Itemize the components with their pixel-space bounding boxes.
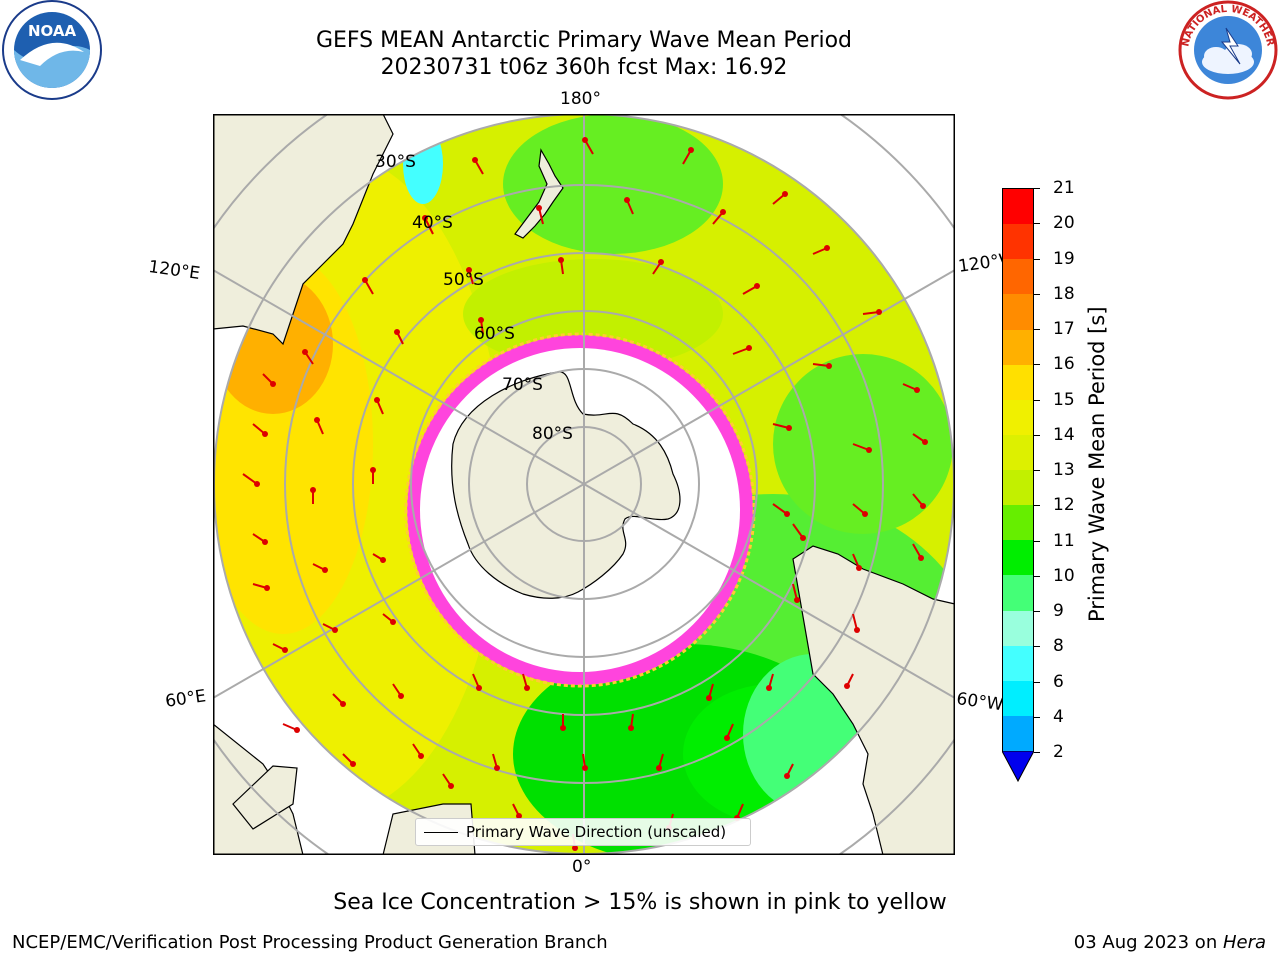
colorbar-swatch (1003, 610, 1033, 646)
colorbar-tick-label: 21 (1053, 178, 1075, 198)
colorbar-swatch (1003, 294, 1033, 330)
colorbar-swatch (1003, 575, 1033, 611)
colorbar-swatch (1003, 470, 1033, 506)
footer-date: 03 Aug 2023 on Hera (1074, 932, 1266, 953)
lon-label-120e: 120°E (147, 257, 202, 285)
colorbar-tick-label: 10 (1053, 565, 1075, 586)
colorbar-tick-mark (1034, 364, 1040, 366)
colorbar-swatch (1003, 364, 1033, 400)
polar-map: 30°S 40°S 50°S 60°S 70°S 80°S Primary Wa… (213, 114, 955, 855)
colorbar-tick-mark (1034, 611, 1040, 612)
colorbar-tick-label: 4 (1053, 706, 1064, 727)
colorbar-tick-label: 14 (1053, 424, 1075, 445)
colorbar-tick-label: 19 (1053, 248, 1075, 269)
colorbar-swatch (1003, 715, 1033, 751)
colorbar-tick-label: 13 (1053, 460, 1075, 480)
lat-label-50s: 50°S (443, 270, 484, 290)
colorbar-swatch (1003, 259, 1033, 295)
colorbar-tick-mark (1034, 293, 1040, 295)
colorbar-ticks: 21 20 19 18 17 16 15 14 13 12 11 10 9 8 6 4 2 (1034, 178, 1097, 762)
colorbar-swatch (1003, 329, 1033, 365)
colorbar-tick-label: 15 (1053, 389, 1075, 410)
lat-label-60s: 60°S (474, 324, 515, 344)
colorbar-tick-label: 18 (1053, 283, 1075, 304)
colorbar (1002, 188, 1034, 784)
lon-label-60w: 60°W (955, 689, 1005, 716)
antarctica-landmass (451, 371, 681, 599)
sea-ice-note: Sea Ice Concentration > 15% is shown in … (333, 890, 947, 915)
colorbar-tick-label: 2 (1053, 742, 1064, 762)
colorbar-tick-label: 9 (1053, 601, 1064, 621)
legend-label: Primary Wave Direction (unscaled) (466, 823, 727, 841)
nws-logo: NATIONAL WEATHER SERVICE (1172, 0, 1280, 104)
footer-machine: Hera (1222, 932, 1266, 953)
colorbar-tick-mark (1034, 505, 1040, 507)
colorbar-extend-triangle (1002, 751, 1034, 783)
colorbar-swatch (1003, 680, 1033, 716)
colorbar-tick-mark (1034, 752, 1040, 753)
noaa-logo-text: NOAA (28, 22, 77, 40)
colorbar-tick-mark (1034, 188, 1040, 189)
colorbar-tick-mark (1034, 470, 1040, 471)
legend: Primary Wave Direction (unscaled) (415, 818, 751, 846)
chart-subtitle: 20230731 t06z 360h fcst Max: 16.92 (380, 55, 788, 80)
colorbar-swatch (1003, 540, 1033, 576)
colorbar-swatch (1003, 434, 1033, 470)
madagascar (232, 765, 298, 830)
lat-label-40s: 40°S (412, 213, 453, 233)
lat-label-70s: 70°S (502, 375, 543, 395)
colorbar-swatch (1003, 189, 1033, 225)
colorbar-swatch (1003, 645, 1033, 681)
lat-label-80s: 80°S (532, 424, 573, 444)
colorbar-swatch (1003, 399, 1033, 435)
colorbar-label: Primary Wave Mean Period [s] (1085, 306, 1109, 622)
colorbar-tick-label: 6 (1053, 671, 1064, 692)
colorbar-tick-label: 20 (1053, 213, 1075, 234)
sea-ice-edge (407, 335, 753, 685)
legend-line-swatch (424, 832, 458, 833)
lon-label-0: 0° (572, 857, 592, 877)
lon-label-60e: 60°E (164, 686, 208, 712)
map-frame (213, 114, 955, 855)
colorbar-tick-mark (1034, 434, 1040, 436)
colorbar-tick-label: 11 (1053, 530, 1075, 551)
colorbar-tick-label: 17 (1053, 319, 1075, 339)
chart-title: GEFS MEAN Antarctic Primary Wave Mean Pe… (315, 28, 853, 53)
colorbar-tick-mark (1034, 258, 1040, 260)
colorbar-tick-label: 8 (1053, 636, 1064, 657)
colorbar-swatch (1003, 505, 1033, 541)
wave-direction-arrowheads (254, 137, 928, 851)
colorbar-tick-mark (1034, 575, 1040, 577)
noaa-logo: NOAA (0, 0, 104, 104)
colorbar-tick-mark (1034, 329, 1040, 330)
colorbar-tick-mark (1034, 540, 1040, 542)
colorbar-tick-mark (1034, 681, 1040, 683)
footer-credit: NCEP/EMC/Verification Post Processing Pr… (12, 932, 608, 953)
lon-label-180: 180° (560, 89, 601, 109)
colorbar-tick-mark (1034, 646, 1040, 648)
lat-label-30s: 30°S (375, 152, 416, 172)
south-america (792, 545, 955, 855)
colorbar-tick-label: 16 (1053, 354, 1075, 375)
colorbar-swatch (1003, 224, 1033, 260)
colorbar-tick-mark (1034, 223, 1040, 225)
footer-date-text: 03 Aug 2023 on (1073, 932, 1223, 953)
colorbar-tick-mark (1034, 399, 1040, 401)
colorbar-tick-label: 12 (1053, 495, 1075, 516)
colorbar-tick-mark (1034, 716, 1040, 718)
